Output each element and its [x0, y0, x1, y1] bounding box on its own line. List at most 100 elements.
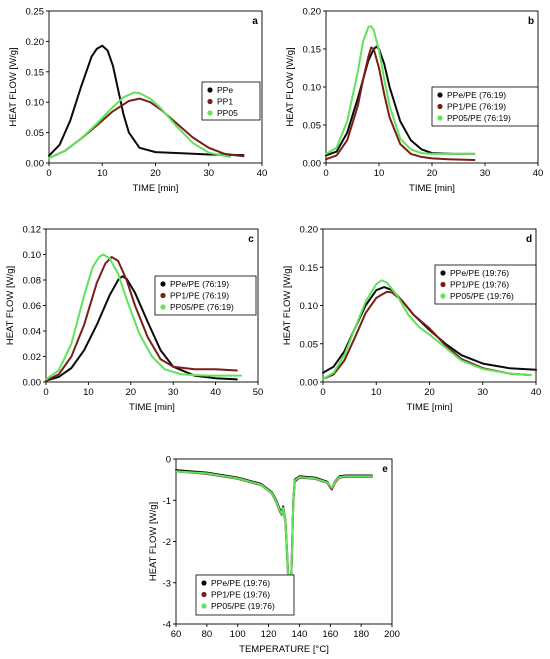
legend-box: [431, 86, 539, 127]
chart-panel-b: 0 10 20 30 40 0.00 0.05 0.10 0.15 0.20 TIME [min] H…: [285, 7, 543, 195]
x-tick-label: 10: [97, 168, 108, 179]
legend-entry: PP05/PE (19:76): [211, 601, 275, 611]
x-tick-label: 20: [126, 387, 137, 398]
x-tick-label: 10: [374, 168, 385, 179]
legend-entry: PP1: [217, 97, 233, 107]
legend-marker: [160, 281, 166, 287]
y-tick-label: 0.00: [26, 159, 45, 170]
legend-marker: [440, 270, 446, 276]
y-tick-label: 0.10: [23, 250, 42, 261]
y-tick-label: 0.12: [23, 225, 42, 236]
panel-label: b: [528, 16, 534, 27]
x-tick-label: 180: [353, 629, 369, 640]
y-tick-label: 0.06: [23, 301, 42, 312]
y-tick-label: 0: [166, 455, 171, 466]
x-tick-label: 0: [43, 387, 48, 398]
legend-marker: [440, 293, 446, 299]
y-axis-label: HEAT FLOW [W/g]: [8, 47, 19, 126]
legend: PPe/PE (76:19) PP1/PE (76:19)PP05/PE (76:…: [154, 275, 257, 316]
legend-marker: [440, 281, 446, 288]
y-tick-label: 0.00: [300, 378, 319, 389]
legend-marker: [201, 591, 207, 598]
y-tick-label: 0.00: [23, 378, 42, 389]
x-tick-label: 100: [230, 629, 246, 640]
x-tick-label: 60: [171, 629, 182, 640]
y-axis-label: HEAT FLOW [W/g]: [148, 502, 159, 581]
legend-entry: PP1/PE (19:76): [450, 280, 509, 290]
legend-box: [434, 264, 537, 305]
y-tick-label: 0.10: [26, 98, 45, 109]
legend-marker: [437, 103, 443, 110]
y-tick-label: 0.20: [300, 225, 319, 236]
x-axis-label: TIME [min]: [409, 183, 455, 194]
y-tick-label: 0.05: [300, 339, 319, 350]
plot-frame: [322, 228, 537, 383]
legend-marker: [207, 110, 213, 116]
series-line-a-1: [48, 44, 245, 157]
series-line-d-3: [322, 279, 532, 380]
legend-box: [195, 574, 295, 616]
x-tick-label: 10: [371, 387, 382, 398]
y-tick-label: 0.05: [26, 128, 45, 139]
y-axis-label: HEAT FLOW [W/g]: [5, 266, 16, 345]
x-tick-label: 120: [261, 629, 277, 640]
x-tick-label: 40: [257, 168, 268, 179]
y-tick-label: 0.20: [303, 7, 322, 18]
legend-entry: PP05: [217, 108, 238, 118]
y-tick-label: 0.04: [23, 327, 42, 338]
legend: PPe/PE (76:19) PP1/PE (76:19)PP05/PE (76:…: [431, 86, 539, 127]
x-tick-label: 30: [168, 387, 179, 398]
legend-marker: [201, 603, 207, 609]
legend-entry: PP1/PE (76:19): [170, 291, 229, 301]
legend-marker: [160, 292, 166, 299]
legend: PPe/PE (19:76) PP1/PE (19:76)PP05/PE (19:…: [434, 264, 537, 305]
x-tick-label: 30: [203, 168, 214, 179]
x-tick-label: 20: [427, 168, 438, 179]
x-tick-label: 0: [46, 168, 51, 179]
x-tick-label: 30: [480, 168, 491, 179]
y-tick-label: 0.25: [26, 7, 45, 18]
y-axis-label: HEAT FLOW [W/g]: [285, 47, 296, 126]
panel-label: e: [382, 464, 388, 475]
chart-panel-a: 0 10 20 30 40 0.00 0.05 0.10 0.15 0.20 0.25 TIME [m…: [8, 7, 267, 195]
x-tick-label: 0: [320, 387, 325, 398]
legend-entry: PP1/PE (19:76): [211, 590, 270, 600]
y-tick-label: -1: [163, 496, 171, 507]
y-axis-label: HEAT FLOW [W/g]: [282, 266, 293, 345]
x-axis-label: TIME [min]: [129, 402, 175, 413]
y-tick-label: 0.08: [23, 276, 42, 287]
legend-entry: PP05/PE (76:19): [447, 113, 511, 123]
legend-marker: [207, 98, 213, 105]
legend-entry: PPe/PE (76:19): [170, 279, 229, 289]
y-tick-label: -2: [163, 537, 171, 548]
y-tick-label: 0.10: [303, 83, 322, 94]
x-tick-label: 50: [253, 387, 264, 398]
y-tick-label: 0.20: [26, 37, 45, 48]
y-tick-label: 0.00: [303, 159, 322, 170]
y-tick-label: 0.02: [23, 352, 42, 363]
chart-panel-c: 0 10 20 30 40 50 0.00 0.02 0.04 0.06 0.08 0.10 0.12 T…: [5, 225, 263, 414]
x-tick-label: 20: [150, 168, 161, 179]
panel-label: c: [248, 234, 254, 245]
legend-marker: [207, 87, 213, 93]
legend-entry: PPe/PE (19:76): [211, 578, 270, 588]
y-tick-label: 0.15: [26, 67, 45, 78]
y-tick-label: -3: [163, 578, 171, 589]
series-line-a-3: [48, 91, 231, 160]
legend-box: [154, 275, 257, 316]
legend-marker: [160, 304, 166, 310]
series-line-c-3: [45, 253, 242, 381]
x-axis-label: TIME [min]: [407, 402, 453, 413]
legend-entry: PPe/PE (19:76): [450, 268, 509, 278]
legend-marker: [201, 580, 207, 586]
legend-entry: PP1/PE (76:19): [447, 102, 506, 112]
legend-marker: [437, 92, 443, 98]
x-tick-label: 160: [322, 629, 338, 640]
legend-marker: [437, 115, 443, 121]
y-tick-label: 0.05: [303, 121, 322, 132]
x-tick-label: 20: [424, 387, 435, 398]
panel-label: a: [252, 16, 258, 27]
x-tick-label: 0: [323, 168, 328, 179]
legend: PPe/PE (19:76) PP1/PE (19:76)PP05/PE (19:…: [195, 574, 295, 616]
